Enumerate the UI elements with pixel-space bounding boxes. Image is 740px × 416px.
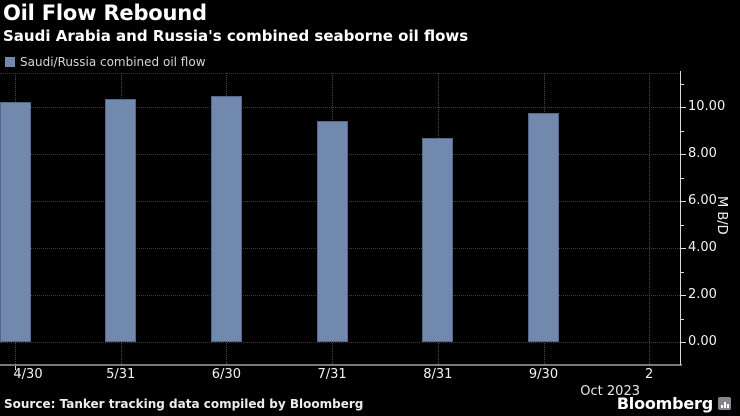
- x-axis-period-label: Oct 2023: [580, 384, 640, 399]
- x-tick-label: 4/30: [13, 367, 43, 382]
- bar: [0, 102, 31, 342]
- chart-title: Oil Flow Rebound: [3, 1, 207, 25]
- y-tick-label: 4.00: [688, 240, 717, 255]
- y-axis-minor-tick: [680, 177, 684, 179]
- y-tick-label: 6.00: [688, 193, 717, 208]
- x-tick-label: 5/31: [106, 367, 136, 382]
- y-axis-major-tick: [680, 107, 686, 108]
- y-axis-major-tick: [680, 201, 686, 202]
- bloomberg-logo-text: Bloomberg: [616, 394, 713, 413]
- bar: [528, 112, 559, 342]
- v-gridline: [649, 73, 651, 364]
- y-axis-minor-tick: [680, 224, 684, 226]
- y-axis-minor-tick: [680, 130, 684, 132]
- legend: Saudi/Russia combined oil flow: [5, 55, 206, 69]
- y-axis-minor-tick: [680, 318, 684, 320]
- h-gridline: [0, 342, 680, 343]
- plot-top-border: [0, 73, 680, 74]
- y-axis-major-tick: [680, 342, 686, 343]
- y-axis-major-tick: [680, 248, 686, 249]
- source-note: Source: Tanker tracking data compiled by…: [4, 397, 364, 411]
- x-axis-line: [0, 364, 682, 366]
- y-axis-minor-tick: [680, 83, 684, 85]
- y-axis-line: [680, 71, 681, 365]
- bar: [422, 137, 454, 342]
- bar: [105, 98, 137, 342]
- legend-label: Saudi/Russia combined oil flow: [20, 55, 206, 69]
- x-tick-label: 8/31: [423, 367, 453, 382]
- y-tick-label: 2.00: [688, 287, 717, 302]
- bloomberg-chart-icon: [718, 397, 731, 410]
- y-tick-label: 0.00: [688, 334, 717, 349]
- bloomberg-logo: Bloomberg: [617, 394, 731, 413]
- x-tick-label: 7/31: [317, 367, 347, 382]
- y-axis-major-tick: [680, 295, 686, 296]
- x-axis-tick: [15, 366, 16, 370]
- h-gridline: [0, 107, 680, 108]
- y-axis-minor-tick: [680, 271, 684, 273]
- x-tick-label: 6/30: [211, 367, 241, 382]
- bar: [210, 96, 242, 342]
- chart-subtitle: Saudi Arabia and Russia's combined seabo…: [3, 27, 469, 45]
- y-tick-label: 10.00: [688, 99, 726, 114]
- legend-swatch-icon: [5, 57, 15, 67]
- x-tick-label: 2: [645, 367, 654, 382]
- y-tick-label: 8.00: [688, 146, 717, 161]
- y-axis-title: M B/D: [714, 196, 729, 235]
- y-axis-major-tick: [680, 154, 686, 155]
- bar: [316, 121, 348, 342]
- x-tick-label: 9/30: [528, 367, 559, 382]
